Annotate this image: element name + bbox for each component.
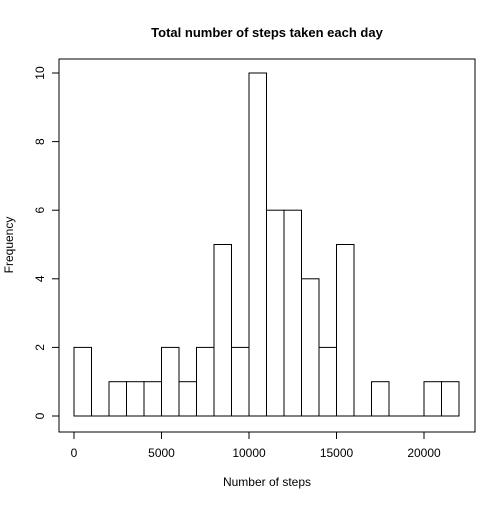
histogram-bar bbox=[248, 72, 267, 417]
x-tick-label: 10000 bbox=[232, 446, 266, 460]
x-tick-label: 5000 bbox=[148, 446, 175, 460]
y-tick-label: 4 bbox=[33, 275, 47, 282]
x-tick-label: 0 bbox=[71, 446, 78, 460]
histogram-bar bbox=[423, 381, 442, 417]
histogram-bar bbox=[126, 381, 145, 417]
x-tick-label: 15000 bbox=[320, 446, 354, 460]
histogram-bar bbox=[108, 381, 127, 417]
histogram-bar bbox=[441, 381, 460, 417]
y-tick-label: 2 bbox=[33, 344, 47, 351]
histogram-bar bbox=[266, 209, 285, 417]
chart-title: Total number of steps taken each day bbox=[151, 25, 383, 40]
x-axis-label: Number of steps bbox=[223, 475, 311, 489]
histogram-bar bbox=[196, 346, 215, 417]
histogram-bar bbox=[143, 381, 162, 417]
x-tick-label: 20000 bbox=[407, 446, 441, 460]
y-tick-label: 10 bbox=[33, 66, 47, 80]
y-tick-label: 8 bbox=[33, 138, 47, 145]
bars-group bbox=[73, 72, 460, 417]
y-tick-label: 6 bbox=[33, 207, 47, 214]
histogram-bar bbox=[178, 381, 197, 417]
histogram-bar bbox=[213, 244, 232, 417]
y-axis-label: Frequency bbox=[2, 217, 16, 274]
histogram-bar bbox=[283, 209, 302, 417]
histogram-bar bbox=[318, 346, 337, 417]
histogram-bar bbox=[231, 346, 250, 417]
histogram-bar bbox=[301, 278, 320, 417]
histogram-bar bbox=[161, 346, 180, 417]
y-tick-label: 0 bbox=[33, 412, 47, 419]
histogram-bar bbox=[73, 346, 92, 417]
x-axis: 0 5000 10000 15000 20000 bbox=[71, 431, 441, 460]
histogram-bar bbox=[336, 244, 355, 417]
y-axis: 0 2 4 6 8 10 bbox=[33, 66, 60, 419]
histogram-bar bbox=[371, 381, 390, 417]
